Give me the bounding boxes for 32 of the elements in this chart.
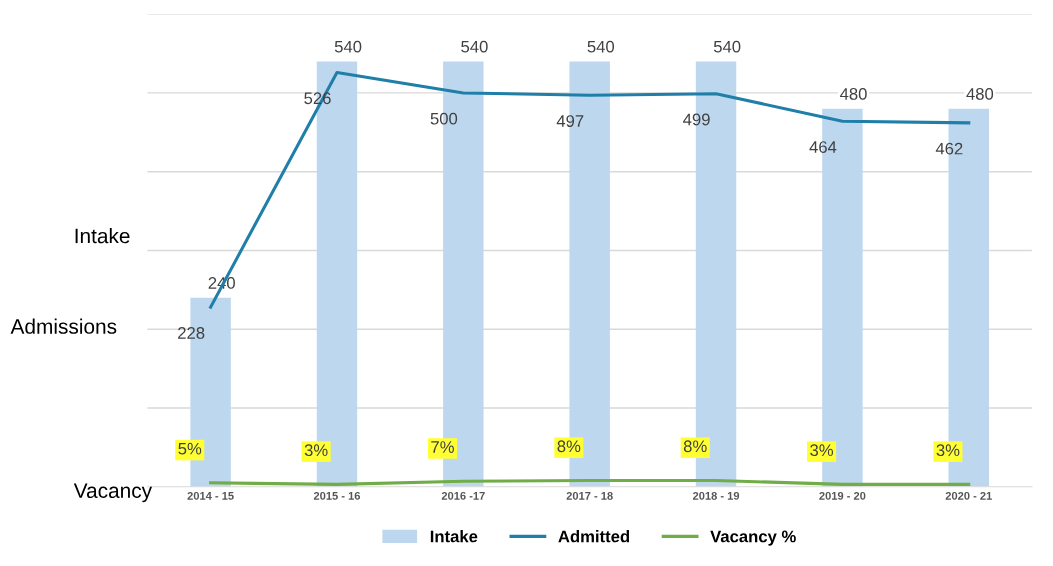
- x-tick-label: 2016 -17: [441, 491, 485, 500]
- data-label: 540: [334, 40, 362, 53]
- legend-label: Admitted: [558, 530, 630, 543]
- legend-label: Intake: [430, 530, 478, 543]
- data-label: 480: [839, 88, 867, 100]
- data-label: 500: [430, 112, 458, 125]
- x-tick-label: 2020 - 21: [945, 491, 992, 500]
- data-label: 540: [587, 40, 615, 53]
- text: Intake: [75, 228, 130, 244]
- data-label: 8%: [557, 440, 581, 453]
- x-tick-label: 2017 - 18: [566, 491, 613, 500]
- annotation: Vacancy: [73, 483, 153, 503]
- legend-label: Vacancy %: [710, 530, 796, 546]
- data-label: 5%: [178, 442, 202, 455]
- x-tick-label: 2014 - 15: [187, 491, 234, 500]
- data-label: 3%: [810, 444, 834, 457]
- data-label: 480: [966, 88, 994, 100]
- x-tick-label: 2015 - 16: [313, 491, 361, 500]
- data-label: 540: [461, 40, 488, 53]
- x-tick-label: 2018 - 19: [692, 491, 740, 500]
- x-tick-label: 2019 - 20: [819, 491, 866, 500]
- data-label: 8%: [683, 440, 707, 453]
- data-label: 228: [178, 327, 205, 339]
- data-label: 499: [683, 113, 710, 126]
- text: Admissions: [10, 318, 117, 334]
- data-label: 3%: [304, 444, 328, 457]
- data-label: 7%: [431, 441, 454, 453]
- data-label: 462: [935, 142, 963, 155]
- data-label: 3%: [936, 444, 960, 457]
- data-label: 464: [809, 141, 837, 153]
- data-label: 540: [713, 40, 741, 53]
- data-label: 497: [556, 115, 584, 127]
